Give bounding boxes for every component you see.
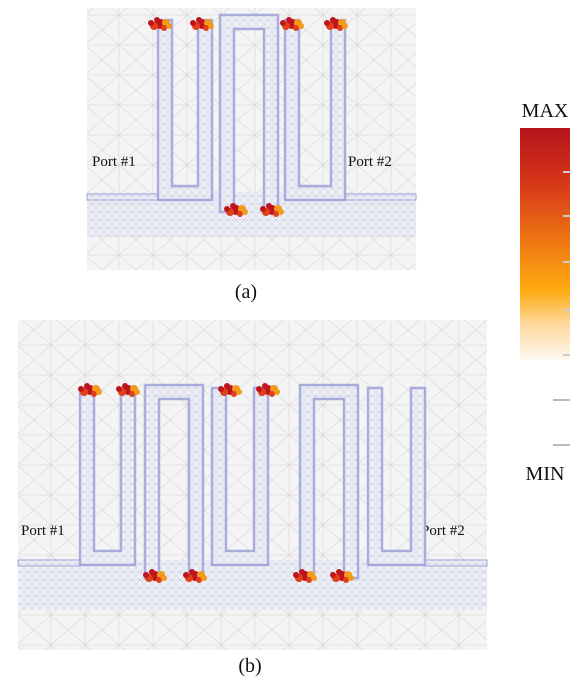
field-hotspot [96, 389, 102, 395]
field-hotspot [203, 25, 209, 31]
field-hotspot [336, 569, 342, 575]
field-hotspot [116, 386, 122, 392]
colorbar: MAX MIN [520, 100, 570, 485]
field-hotspot [91, 391, 97, 397]
colorbar-max: MAX [522, 100, 569, 122]
colorbar-min: MIN [526, 463, 565, 485]
field-hotspot [149, 569, 155, 575]
field-hotspot [324, 20, 330, 26]
field-hotspot [293, 25, 299, 31]
field-hotspot [260, 206, 266, 212]
field-hotspot [230, 203, 236, 209]
field-hotspot [196, 17, 202, 23]
field-hotspot [208, 23, 214, 29]
field-hotspot [143, 572, 149, 578]
port-label: Port #1 [92, 154, 136, 170]
field-hotspot [299, 569, 305, 575]
field-hotspot [122, 383, 128, 389]
field-hotspot [196, 577, 202, 583]
field-hotspot [274, 389, 280, 395]
field-hotspot [348, 575, 354, 581]
field-hotspot [134, 389, 140, 395]
port-label: Port #2 [348, 154, 392, 170]
field-hotspot [262, 383, 268, 389]
caption: (a) [235, 281, 257, 303]
panel-a: Port #1 Port #2 [86, 8, 417, 270]
field-hotspot [231, 391, 237, 397]
feed-line [17, 559, 81, 567]
port-label: Port #1 [21, 523, 65, 539]
field-hotspot [166, 23, 172, 29]
caption: (b) [238, 655, 261, 677]
field-hotspot [273, 211, 279, 217]
field-hotspot [237, 211, 243, 217]
strip-edge [210, 386, 270, 567]
field-hotspot [189, 569, 195, 575]
field-hotspot [78, 386, 84, 392]
field-hotspot [148, 20, 154, 26]
field-hotspot [236, 389, 242, 395]
field-hotspot [190, 20, 196, 26]
field-hotspot [129, 391, 135, 397]
field-hotspot [293, 572, 299, 578]
field-hotspot [330, 572, 336, 578]
field-hotspot [224, 206, 230, 212]
field-hotspot [337, 25, 343, 31]
field-hotspot [286, 17, 292, 23]
field-hotspot [201, 575, 207, 581]
field-hotspot [218, 386, 224, 392]
field-hotspot [306, 577, 312, 583]
feed-line [344, 193, 417, 201]
field-hotspot [242, 209, 248, 215]
field-hotspot [256, 386, 262, 392]
field-hotspot [224, 383, 230, 389]
field-hotspot [161, 25, 167, 31]
field-hotspot [183, 572, 189, 578]
field-hotspot [278, 209, 284, 215]
field-hotspot [156, 577, 162, 583]
panel-b: Port #1 Port #2 [17, 320, 488, 650]
field-hotspot [330, 17, 336, 23]
ground-mesh [18, 560, 487, 610]
field-hotspot [298, 23, 304, 29]
field-hotspot [154, 17, 160, 23]
field-hotspot [311, 575, 317, 581]
field-hotspot [342, 23, 348, 29]
feed-line [424, 559, 488, 567]
colorbar-gradient [520, 128, 570, 360]
field-hotspot [266, 203, 272, 209]
field-hotspot [343, 577, 349, 583]
field-hotspot [269, 391, 275, 397]
field-hotspot [280, 20, 286, 26]
port-label: Port #2 [421, 523, 465, 539]
field-hotspot [84, 383, 90, 389]
feed-line [86, 193, 159, 201]
field-hotspot [161, 575, 167, 581]
strip-edge [366, 386, 427, 567]
